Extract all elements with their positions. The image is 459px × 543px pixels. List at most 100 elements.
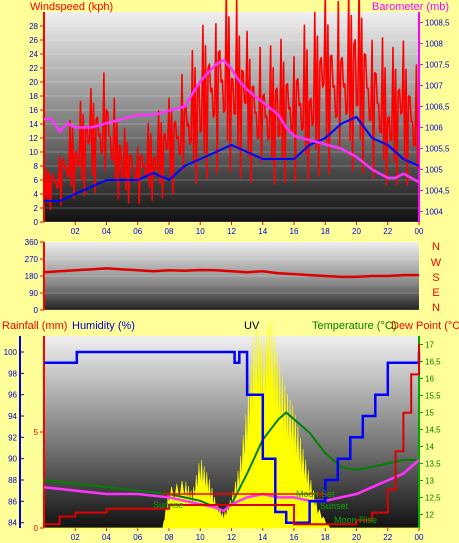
- conditions-x-tick-label: 00: [415, 533, 424, 542]
- conditions-x-tick-label: 10: [196, 533, 205, 542]
- conditions-x-tick-label: 16: [290, 533, 299, 542]
- barometer-tick-label: 1007: [425, 82, 443, 91]
- conditions-x-tick-label: 04: [102, 533, 111, 542]
- humidity-tick-label: 100: [4, 348, 18, 357]
- windspeed-tick-label: 12: [29, 134, 38, 143]
- wind-x-tick-label: 18: [321, 227, 330, 236]
- conditions-plot-area: [44, 336, 419, 528]
- compass-w: W: [431, 257, 442, 269]
- wind-x-tick-label: 22: [383, 227, 392, 236]
- conditions-chart: 8486889092949698100051212,51313,51414,51…: [4, 320, 441, 542]
- conditions-x-tick-label: 22: [383, 533, 392, 542]
- barometer-line: [44, 58, 420, 184]
- temperature-tick-label: 14,5: [425, 425, 441, 434]
- windspeed-tick-label: 18: [29, 92, 38, 101]
- wind-x-tick-label: 14: [258, 227, 267, 236]
- conditions-x-tick-label: 14: [258, 533, 267, 542]
- conditions-x-tick-label: 06: [133, 533, 142, 542]
- sunset-label: Sunset: [320, 501, 349, 511]
- wind-x-tick-label: 16: [290, 227, 299, 236]
- conditions-x-tick-label: 08: [165, 533, 174, 542]
- temperature-tick-label: 12,5: [425, 493, 441, 502]
- temperature-tick-label: 17: [425, 340, 434, 349]
- wind-x-tick-label: 08: [165, 227, 174, 236]
- barometer-tick-label: 1005,5: [425, 145, 450, 154]
- temperature-tick-label: 16: [425, 374, 434, 383]
- wind-x-tick-label: 12: [227, 227, 236, 236]
- conditions-x-tick-label: 12: [227, 533, 236, 542]
- compass-s: S: [432, 272, 439, 284]
- direction-tick-label: 270: [25, 255, 39, 264]
- barometer-tick-label: 1006: [425, 124, 443, 133]
- temperature-tick-label: 15,5: [425, 391, 441, 400]
- gust-windspeed-line: [43, 0, 419, 211]
- temperature-tick-label: 13,5: [425, 459, 441, 468]
- wind-x-tick-label: 06: [133, 227, 142, 236]
- barometer-axis-title: Barometer (mb): [372, 1, 449, 13]
- sunrise-label: Sunrise: [153, 500, 184, 510]
- temperature-tick-label: 13: [425, 476, 434, 485]
- compass-e: E: [432, 287, 439, 299]
- wind-direction-line: [43, 267, 419, 279]
- temperature-axis-title: Temperature (°C): [312, 320, 396, 332]
- barometer-tick-label: 1004: [425, 208, 443, 217]
- dew-point-line: [43, 459, 420, 513]
- moonset-label: Moon Set: [296, 489, 335, 499]
- windspeed-tick-label: 2: [34, 204, 39, 213]
- conditions-x-tick-label: 02: [71, 533, 80, 542]
- windspeed-tick-label: 24: [29, 50, 38, 59]
- direction-tick-label: 90: [29, 289, 38, 298]
- windspeed-tick-label: 8: [34, 162, 39, 171]
- direction-tick-label: 180: [25, 272, 39, 281]
- dew-point-axis-title: Dew Point (°C): [391, 320, 459, 332]
- windspeed-tick-label: 22: [29, 64, 38, 73]
- direction-tick-label: 0: [34, 306, 39, 315]
- windspeed-axis-title: Windspeed (kph): [30, 1, 113, 13]
- temperature-tick-label: 15: [425, 408, 434, 417]
- barometer-tick-label: 1007,5: [425, 61, 450, 70]
- wind-x-tick-label: 04: [102, 227, 111, 236]
- wind-x-tick-label: 00: [415, 227, 424, 236]
- windspeed-tick-label: 20: [29, 78, 38, 87]
- humidity-line: [44, 350, 421, 524]
- wind-barometer-chart: 024681012141618202224262810041004,510051…: [29, 0, 450, 236]
- compass-n-top: N: [432, 241, 440, 253]
- wind-direction-chart: 0 90 180 270 360: [25, 238, 419, 315]
- rainfall-line: [44, 343, 420, 526]
- barometer-tick-label: 1004,5: [425, 187, 450, 196]
- windspeed-tick-label: 26: [29, 36, 38, 45]
- temperature-tick-label: 16,5: [425, 357, 441, 366]
- windspeed-tick-label: 10: [29, 148, 38, 157]
- conditions-x-tick-label: 20: [352, 533, 361, 542]
- windspeed-tick-label: 6: [34, 176, 39, 185]
- barometer-tick-label: 1005: [425, 166, 443, 175]
- barometer-tick-label: 1008,5: [425, 19, 450, 28]
- windspeed-tick-label: 4: [34, 190, 39, 199]
- moonrise-label: Moon Rise: [334, 515, 377, 525]
- conditions-x-tick-label: 18: [321, 533, 330, 542]
- temperature-tick-label: 14: [425, 442, 434, 451]
- humidity-tick-label: 88: [8, 476, 17, 485]
- humidity-tick-label: 90: [8, 455, 17, 464]
- humidity-axis-title: Humidity (%): [72, 320, 135, 332]
- rainfall-tick-label: 0: [34, 524, 39, 533]
- humidity-tick-label: 86: [8, 497, 17, 506]
- humidity-tick-label: 94: [8, 412, 17, 421]
- direction-tick-label: 360: [25, 238, 39, 247]
- rainfall-tick-label: 5: [34, 428, 39, 437]
- humidity-tick-label: 84: [8, 519, 17, 528]
- windspeed-tick-label: 28: [29, 22, 38, 31]
- windspeed-tick-label: 0: [34, 218, 39, 227]
- wind-x-tick-label: 02: [71, 227, 80, 236]
- compass-n-bottom: N: [432, 302, 440, 314]
- windspeed-tick-label: 14: [29, 120, 38, 129]
- humidity-tick-label: 92: [8, 433, 17, 442]
- barometer-tick-label: 1008: [425, 40, 443, 49]
- barometer-tick-label: 1006,5: [425, 103, 450, 112]
- humidity-tick-label: 98: [8, 369, 17, 378]
- rainfall-axis-title: Rainfall (mm): [2, 320, 67, 332]
- average-windspeed-line: [44, 115, 420, 202]
- windspeed-tick-label: 16: [29, 106, 38, 115]
- temperature-tick-label: 12: [425, 510, 434, 519]
